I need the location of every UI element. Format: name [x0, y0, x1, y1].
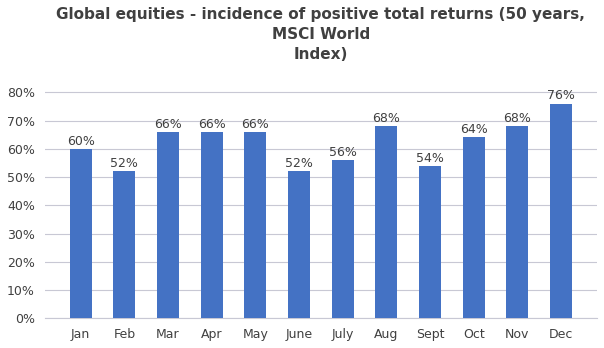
- Text: 54%: 54%: [416, 152, 444, 165]
- Text: 66%: 66%: [242, 118, 269, 131]
- Text: 52%: 52%: [111, 157, 138, 170]
- Bar: [201, 132, 223, 318]
- Bar: [245, 132, 266, 318]
- Bar: [419, 166, 441, 318]
- Bar: [157, 132, 179, 318]
- Bar: [506, 126, 528, 318]
- Text: 56%: 56%: [329, 146, 356, 159]
- Bar: [114, 171, 135, 318]
- Text: 66%: 66%: [154, 118, 182, 131]
- Bar: [550, 104, 572, 318]
- Text: 66%: 66%: [198, 118, 225, 131]
- Bar: [70, 149, 92, 318]
- Bar: [288, 171, 310, 318]
- Text: 52%: 52%: [285, 157, 313, 170]
- Text: 68%: 68%: [503, 112, 532, 125]
- Text: 76%: 76%: [547, 89, 575, 102]
- Bar: [463, 137, 484, 318]
- Text: 64%: 64%: [460, 123, 487, 136]
- Title: Global equities - incidence of positive total returns (50 years,
MSCI World
Inde: Global equities - incidence of positive …: [56, 7, 585, 62]
- Text: 60%: 60%: [67, 135, 95, 148]
- Bar: [332, 160, 353, 318]
- Bar: [376, 126, 397, 318]
- Text: 68%: 68%: [373, 112, 400, 125]
